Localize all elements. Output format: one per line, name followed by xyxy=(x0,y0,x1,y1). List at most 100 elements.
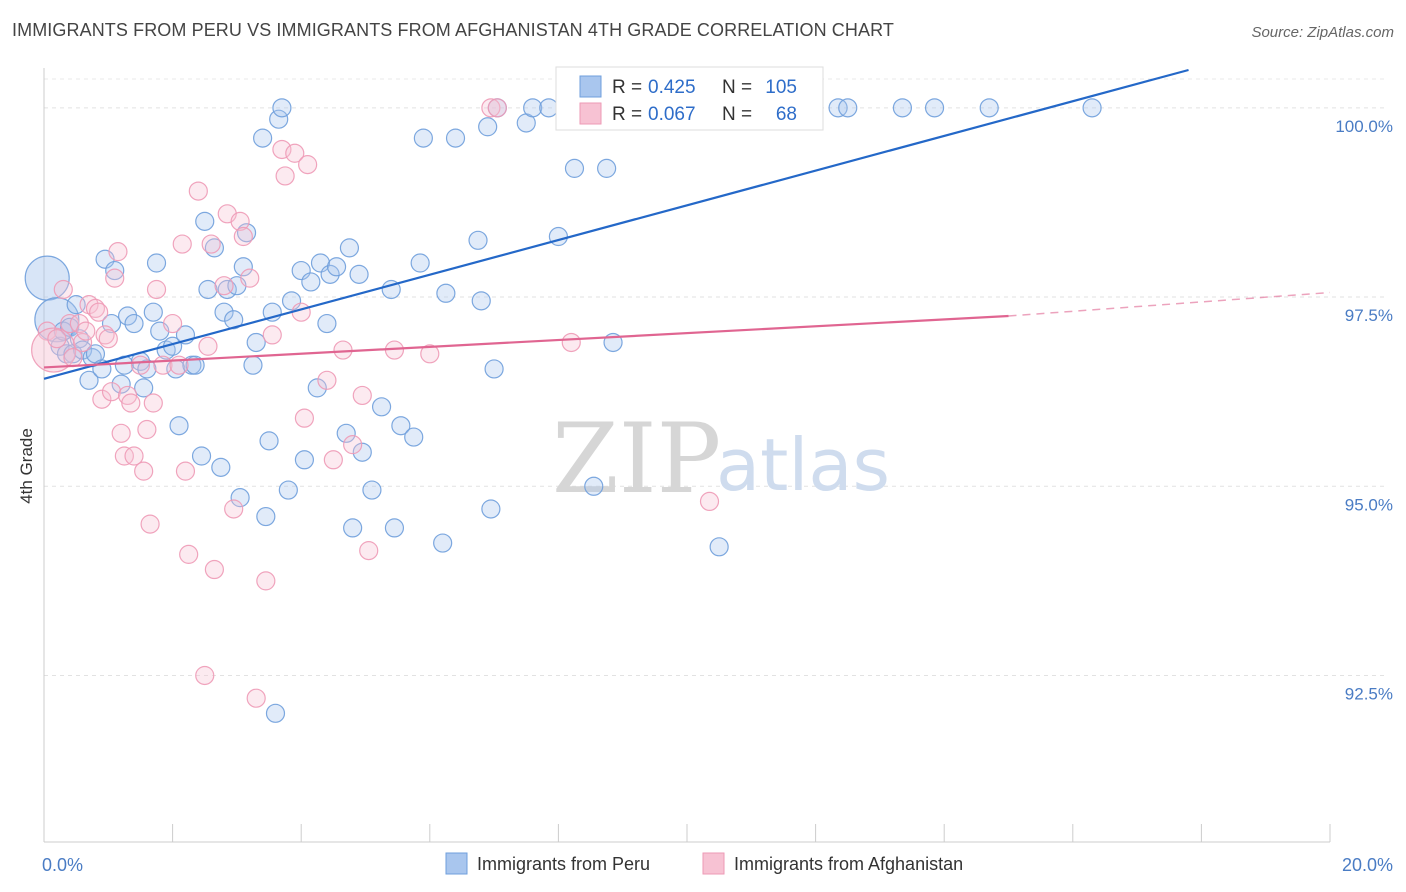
stats-n-value-1: 68 xyxy=(776,104,797,125)
point-1-48 xyxy=(262,325,282,345)
point-0-36 xyxy=(198,279,218,300)
point-0-44 xyxy=(233,257,253,277)
point-0-80 xyxy=(445,128,466,148)
point-0-60 xyxy=(307,378,327,398)
point-0-16 xyxy=(105,260,125,281)
stats-r-value-1: 0.067 xyxy=(648,104,696,125)
stats-r-value-0: 0.425 xyxy=(648,77,696,98)
point-1-32 xyxy=(172,234,192,254)
watermark: ZIP atlas xyxy=(552,403,890,515)
point-1-0 xyxy=(37,321,57,341)
stats-swatch-1 xyxy=(579,102,602,125)
point-0-74 xyxy=(391,416,411,436)
point-0-41 xyxy=(224,310,244,330)
point-1-38 xyxy=(201,234,221,254)
point-0-91 xyxy=(564,158,585,178)
point-0-10 xyxy=(79,370,99,390)
point-1-35 xyxy=(188,181,208,201)
point-1-28 xyxy=(146,279,167,300)
point-1-15 xyxy=(101,382,122,402)
point-1-30 xyxy=(163,313,183,334)
point-1-19 xyxy=(114,446,134,466)
point-0-55 xyxy=(278,480,298,500)
point-1-46 xyxy=(246,688,266,708)
point-1-55 xyxy=(317,370,337,390)
data-points xyxy=(24,98,1102,723)
x-tick-label-1: 20.0% xyxy=(1342,855,1393,875)
point-0-43 xyxy=(230,488,250,508)
trend-line-0 xyxy=(43,68,1189,380)
point-0-93 xyxy=(597,158,617,178)
point-0-25 xyxy=(146,253,167,273)
point-1-2 xyxy=(47,329,67,349)
point-0-92 xyxy=(584,476,604,496)
point-0-66 xyxy=(339,238,360,258)
stats-swatch-0 xyxy=(579,75,602,98)
point-1-54 xyxy=(298,155,318,175)
watermark-zip: ZIP xyxy=(552,403,721,515)
point-1-12 xyxy=(92,389,112,409)
point-0-35 xyxy=(195,211,215,231)
legend-swatch-0 xyxy=(445,852,468,875)
trend-lines xyxy=(43,68,1331,380)
y-tick-label-3: 92.5% xyxy=(1345,684,1393,703)
legend-swatch-1 xyxy=(702,852,725,875)
point-0-76 xyxy=(410,253,430,273)
point-0-34 xyxy=(191,446,212,466)
point-1-10 xyxy=(85,298,106,319)
point-1-51 xyxy=(285,143,305,163)
point-0-75 xyxy=(404,427,424,447)
point-1-49 xyxy=(272,139,292,160)
point-1-58 xyxy=(343,435,363,455)
point-0-47 xyxy=(246,332,266,353)
point-1-6 xyxy=(69,313,89,334)
chart-source: Source: ZipAtlas.com xyxy=(1251,24,1394,41)
point-1-44 xyxy=(233,226,253,247)
point-0-15 xyxy=(101,313,122,334)
point-0-39 xyxy=(214,302,234,322)
point-0-77 xyxy=(413,128,433,148)
stats-r-label-1: R = xyxy=(612,104,642,125)
point-0-48 xyxy=(253,128,273,148)
x-tick-labels: 0.0% 20.0% xyxy=(42,855,1393,875)
point-1-60 xyxy=(359,541,379,561)
point-1-8 xyxy=(76,321,96,341)
stats-r-label-0: R = xyxy=(612,77,642,98)
point-1-56 xyxy=(323,450,343,470)
point-1-22 xyxy=(124,446,144,466)
point-1-40 xyxy=(214,276,234,296)
point-0-58 xyxy=(294,450,315,470)
point-1-16 xyxy=(105,268,125,288)
point-0-104 xyxy=(979,98,999,118)
point-0-65 xyxy=(336,423,356,443)
point-0-63 xyxy=(320,264,340,284)
gridlines xyxy=(44,78,1385,676)
point-1-43 xyxy=(230,211,250,231)
point-0-85 xyxy=(484,359,504,379)
point-0-82 xyxy=(471,291,491,311)
watermark-atlas: atlas xyxy=(716,423,890,507)
point-1-26 xyxy=(140,514,160,534)
point-1-47 xyxy=(256,571,276,591)
point-0-53 xyxy=(269,109,289,129)
x-tick-label-0: 0.0% xyxy=(42,855,83,875)
point-0-17 xyxy=(111,374,131,394)
point-1-21 xyxy=(121,393,141,413)
y-tick-label-2: 95.0% xyxy=(1345,495,1393,514)
point-0-40 xyxy=(217,279,237,300)
series-1-points xyxy=(31,98,736,708)
point-1-14 xyxy=(98,329,118,349)
point-0-37 xyxy=(204,238,224,258)
legend-label-1: Immigrants from Afghanistan xyxy=(734,854,963,874)
trend-line-1 xyxy=(43,314,1009,369)
point-1-62 xyxy=(420,344,440,364)
point-0-54 xyxy=(272,98,292,118)
point-0-105 xyxy=(1082,98,1102,118)
stats-legend: R = 0.425 N = 105 R = 0.067 N = 68 xyxy=(555,66,824,131)
point-0-20 xyxy=(124,313,144,334)
point-1-45 xyxy=(240,268,260,288)
point-0-52 xyxy=(265,703,286,723)
legend-label-0: Immigrants from Peru xyxy=(477,854,650,874)
point-1-13 xyxy=(95,325,115,345)
point-0-45 xyxy=(236,223,257,243)
